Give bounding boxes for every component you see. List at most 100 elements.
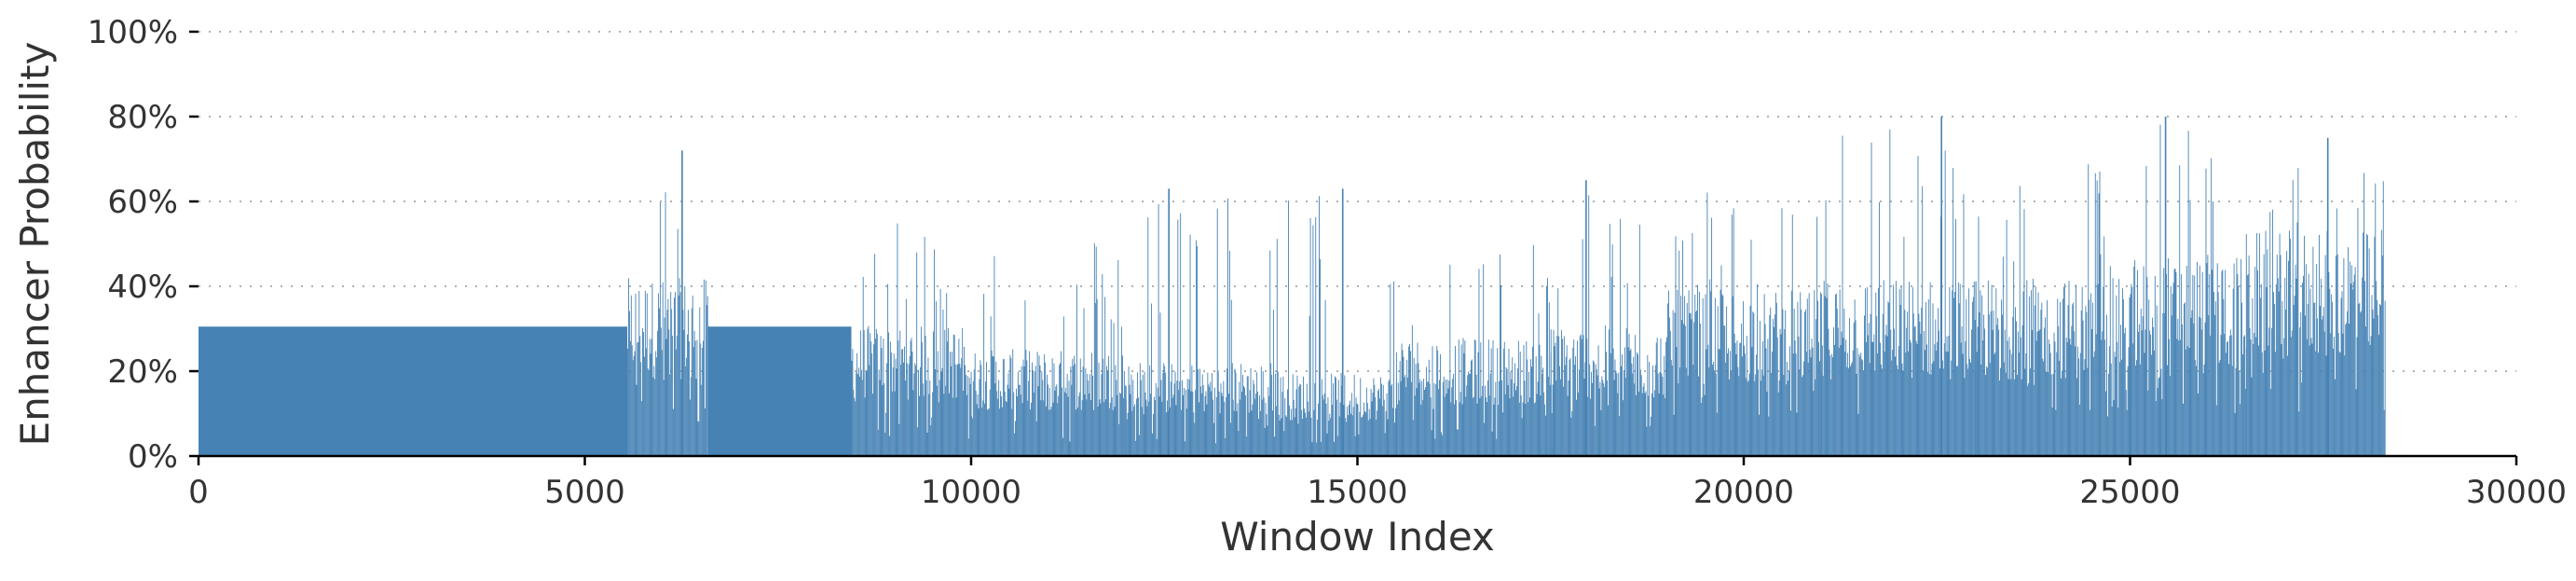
bar [2312,246,2314,456]
bar [1250,367,1252,456]
bar [1725,362,1727,456]
bar [1922,186,1924,457]
bar [1442,381,1444,456]
bar [990,316,992,456]
bar [1395,352,1397,456]
bar [2118,279,2120,456]
bar [1866,287,1868,456]
bar [1092,375,1093,456]
bar [1363,402,1364,456]
bar [1178,390,1180,456]
bar [1611,244,1613,456]
bar [1765,348,1767,456]
bar [2371,295,2373,456]
bar [1229,422,1231,456]
bar [918,369,920,456]
bar [1950,379,1952,456]
bar [1637,353,1638,456]
bar [1987,280,1989,456]
bar [2311,343,2313,456]
bar [2008,337,2010,456]
bar [1165,372,1167,456]
bar [1038,355,1040,456]
bar [1803,361,1804,456]
bar [1823,281,1825,456]
bar [1735,353,1737,456]
bar [1127,412,1129,456]
bar [1569,357,1571,456]
bar [2076,346,2078,456]
bar [2240,258,2242,456]
bar [878,369,880,456]
bar [1104,297,1106,456]
bar [2232,288,2234,456]
bar [1839,289,1841,456]
bar [1596,368,1597,456]
bar [2101,339,2103,456]
bar [994,383,996,456]
bar [950,352,951,456]
bar [1562,386,1564,456]
bar [934,249,935,456]
bar [1849,318,1850,456]
bar [1871,341,1873,456]
bar [1694,294,1696,456]
bar [1334,441,1335,456]
bar [1031,402,1032,456]
bar [1892,349,1894,456]
bar [2330,333,2332,456]
bar [958,339,960,456]
bar [2276,255,2278,456]
bar [1118,423,1120,456]
bar [1957,282,1959,456]
bar [2222,270,2224,456]
bar [2202,373,2204,456]
bar [2122,288,2123,456]
bar [1911,286,1913,456]
bar [1779,328,1781,456]
bar [872,394,874,456]
bar [2112,278,2114,456]
bar [1243,385,1244,456]
bar [2321,319,2323,456]
bar [2331,294,2333,456]
bar [2286,251,2288,456]
bar [1584,362,1586,456]
bar [1084,394,1086,456]
bar [1075,363,1076,456]
bar [897,339,899,456]
bar [2083,369,2085,456]
bar [1001,407,1003,456]
bar [1510,371,1512,456]
bar [1583,335,1584,456]
bar [1887,301,1889,456]
bar [1772,352,1774,456]
bar [1610,353,1611,456]
bar [1992,329,1994,456]
bar [1421,380,1423,456]
bar [2307,303,2309,456]
bar [1540,395,1541,456]
bar [1239,381,1240,456]
bar [1457,429,1459,456]
bar [1728,379,1730,456]
bar [1951,360,1953,456]
bar [1111,397,1113,456]
bar [1069,441,1071,456]
bar [1336,399,1337,456]
bar [1107,370,1108,456]
bar [1108,408,1110,456]
bar [1799,369,1801,456]
bar [1814,290,1816,456]
bar [1469,373,1471,456]
bar [1480,342,1482,456]
bar [1749,305,1751,456]
bar [993,356,994,456]
bar [1577,392,1579,456]
bar [1414,395,1416,456]
bar [1889,129,1891,456]
bar [1670,360,1672,456]
bar [1190,391,1192,456]
bar [657,330,659,456]
bar [2213,292,2214,456]
